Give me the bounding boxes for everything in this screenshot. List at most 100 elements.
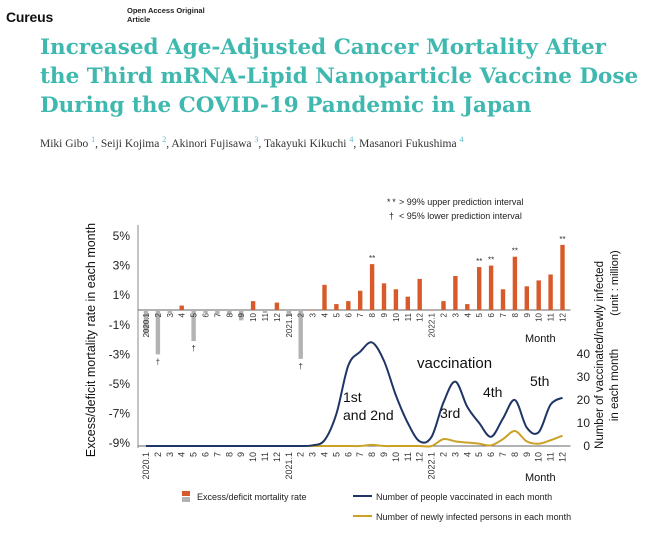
top-month-label: 9 [523, 312, 532, 317]
top-month-label: 11 [547, 312, 556, 321]
mortality-bar [358, 290, 363, 310]
bottom-month-label: 4 [320, 452, 330, 457]
dose-1st-annotation: 1st [343, 389, 362, 405]
bottom-month-label: 8 [510, 452, 520, 457]
pi-lower-symbol: † [389, 211, 394, 221]
y-left-tick-label: -9% [109, 436, 131, 450]
bottom-month-label: 6 [486, 452, 496, 457]
top-month-label: 6 [344, 312, 353, 317]
bottom-month-label: 11 [403, 452, 413, 461]
mortality-bar [155, 310, 161, 355]
y-right-tick-label: 30 [577, 370, 591, 384]
y-right-tick-label: 10 [577, 416, 591, 430]
mortality-bar [239, 310, 244, 321]
bottom-month-label: 4 [177, 452, 187, 457]
y-right-axis-title: in each month [609, 349, 621, 421]
y-right-axis-title: Number of vaccinated/newly infected [594, 261, 606, 449]
legend-infected-label: Number of newly infected persons in each… [376, 512, 571, 522]
bottom-month-label: 7 [498, 452, 508, 457]
bottom-month-label: 4 [462, 452, 472, 457]
mortality-bar [179, 305, 184, 310]
mortality-bar [334, 304, 339, 310]
dose-2nd-annotation: and 2nd [343, 407, 394, 423]
mortality-bar [405, 296, 410, 310]
infected-line [145, 430, 563, 448]
author-affiliation: 4 [459, 135, 464, 144]
top-month-label: 10 [392, 312, 401, 321]
upper-pi-marker: ** [488, 256, 494, 265]
bottom-month-label: 9 [379, 452, 389, 457]
pi-upper-symbol: * * [387, 197, 396, 207]
legend-bar-swatch-neg [182, 497, 190, 502]
top-month-label: 5 [475, 312, 484, 317]
top-month-label: 11 [261, 312, 270, 321]
top-month-label: 4 [321, 312, 330, 317]
upper-pi-marker: ** [369, 254, 375, 263]
bottom-month-label: 5 [474, 452, 484, 457]
top-month-label: 11 [404, 312, 413, 321]
legend-vaccinated-label: Number of people vaccinated in each mont… [376, 492, 552, 502]
top-month-label: 2021.1 [285, 312, 294, 337]
mortality-bar [500, 289, 506, 310]
top-month-label: 10 [535, 312, 544, 321]
bottom-month-label: 8 [224, 452, 234, 457]
mortality-bar [429, 310, 434, 311]
title-line: During the COVID-19 Pandemic in Japan [40, 93, 532, 118]
lower-pi-marker: † [191, 344, 195, 353]
bottom-month-label: 8 [367, 452, 377, 457]
top-month-label: 2 [440, 312, 449, 317]
y-right-axis-unit: (unit : million) [609, 250, 621, 315]
author-affiliation: 2 [162, 135, 167, 144]
top-month-label: 9 [237, 312, 246, 317]
pi-lower-label: < 95% lower prediction interval [399, 211, 522, 221]
y-left-axis-title: Excess/deficit mortality rate in each mo… [84, 223, 98, 457]
author-affiliation: 4 [349, 135, 354, 144]
mortality-bar [191, 310, 196, 342]
y-left-tick-label: 3% [113, 259, 131, 273]
top-month-label: 2 [154, 312, 163, 317]
top-month-label: 2022.1 [428, 312, 437, 337]
vaccination-annotation: vaccination [417, 355, 492, 372]
author: Akinori Fujisawa [171, 137, 252, 150]
mortality-bar [488, 265, 494, 310]
top-month-label: 10 [249, 312, 258, 321]
top-month-label: 12 [416, 312, 425, 321]
y-left-tick-label: -5% [109, 377, 131, 391]
x-axis-label-bottom: Month [525, 472, 556, 484]
legend-bar-swatch-pos [182, 491, 190, 496]
top-month-label: 12 [273, 312, 282, 321]
y-left-tick-label: -3% [109, 347, 131, 361]
top-month-label: 4 [178, 312, 187, 317]
mortality-bar [465, 304, 470, 310]
y-left-tick-label: -1% [109, 318, 131, 332]
bottom-month-label: 2 [296, 452, 306, 457]
mortality-bar [548, 274, 553, 310]
y-left-tick-label: 5% [113, 229, 131, 243]
bottom-month-label: 12 [558, 452, 568, 462]
top-month-label: 4 [463, 312, 472, 317]
top-month-label: 3 [451, 312, 460, 317]
bottom-month-label: 10 [248, 452, 258, 462]
bottom-month-label: 10 [391, 452, 401, 462]
legend-bar-label: Excess/deficit mortality rate [197, 492, 307, 502]
mortality-bar [167, 310, 172, 313]
mortality-bar [143, 310, 149, 334]
bottom-month-label: 11 [546, 452, 556, 461]
mortality-bar [536, 280, 541, 310]
bottom-month-label: 2020.1 [141, 452, 151, 480]
top-month-label: 2020.1 [142, 312, 151, 337]
author-affiliation: 3 [254, 135, 259, 144]
top-month-label: 8 [225, 312, 234, 317]
top-month-label: 5 [332, 312, 341, 317]
dose-4th-annotation: 4th [483, 384, 502, 400]
author-affiliation: 1 [91, 135, 96, 144]
top-month-label: 8 [511, 312, 520, 317]
mortality-bar [203, 310, 208, 313]
bottom-month-label: 5 [331, 452, 341, 457]
mortality-bar [393, 289, 399, 310]
mortality-bar [286, 310, 291, 316]
top-month-label: 3 [166, 312, 175, 317]
y-left-tick-label: -7% [109, 407, 131, 421]
bottom-month-label: 2 [439, 452, 449, 457]
